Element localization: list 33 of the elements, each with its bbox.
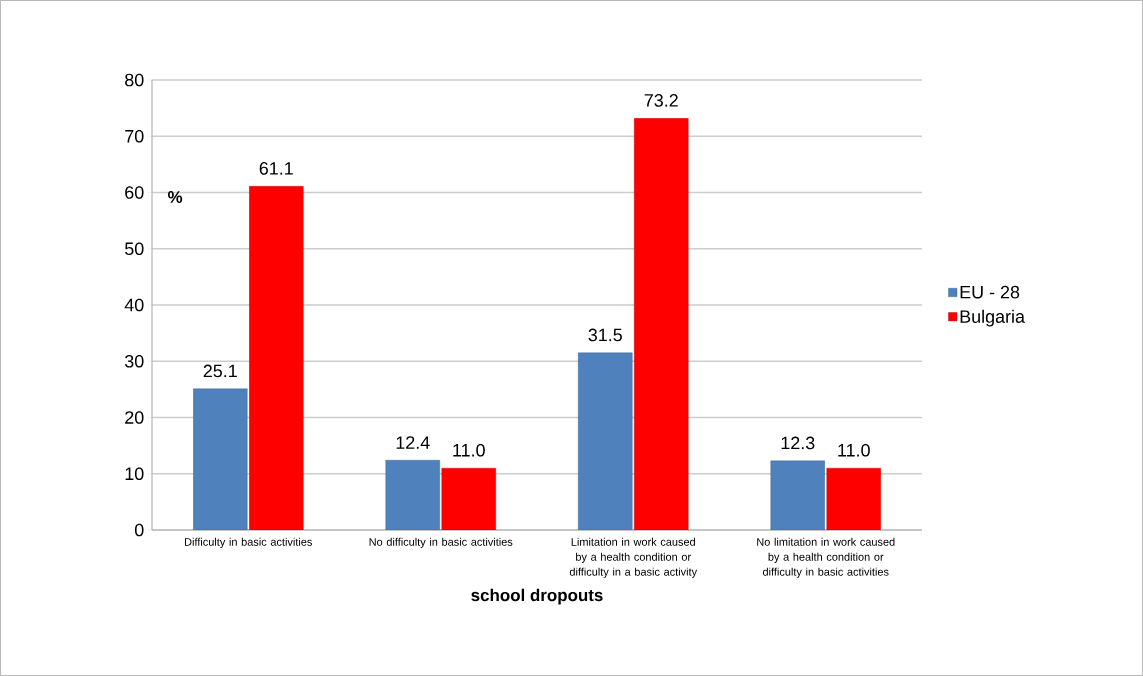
- y-tick-label: 30: [124, 354, 144, 368]
- bar: [441, 467, 496, 530]
- data-label: 12.3: [781, 436, 815, 450]
- x-tick-label: No difficulty in basic activities: [369, 537, 513, 548]
- data-label: 73.2: [644, 94, 678, 107]
- y-axis-title: %: [167, 191, 183, 203]
- data-label: 31.5: [588, 328, 622, 342]
- bar: [193, 388, 248, 530]
- data-label: 25.1: [203, 364, 237, 378]
- y-tick-label: 20: [125, 411, 144, 424]
- data-label: 11.0: [838, 443, 870, 457]
- x-tick-label: Difficulty in basic activities: [185, 537, 312, 548]
- x-tick-label: No limitation in work caused by a health condition or difficulty in basic activities: [757, 537, 895, 578]
- data-label: 11.0: [453, 443, 485, 457]
- bar: [578, 352, 633, 530]
- y-tick-label: 80: [125, 73, 144, 87]
- x-tick-label: Limitation in work caused by a health condition or difficulty in a basic activity: [569, 537, 698, 578]
- bar: [385, 460, 440, 530]
- y-tick-label: 50: [125, 242, 144, 256]
- data-label: 61.1: [259, 162, 293, 175]
- bar: [770, 460, 825, 530]
- data-label: 12.4: [396, 436, 430, 449]
- y-tick-label: 70: [125, 129, 144, 143]
- bar: [826, 467, 881, 530]
- bar: [249, 186, 304, 530]
- y-tick-label: 40: [124, 298, 144, 312]
- y-tick-label: 10: [125, 467, 144, 481]
- legend-label: Bulgaria: [960, 309, 1025, 327]
- y-tick-label: 0: [134, 523, 144, 537]
- bar: [634, 118, 689, 530]
- y-tick-label: 60: [125, 186, 144, 199]
- legend-label: EU - 28: [960, 285, 1020, 299]
- x-axis-title: school dropouts: [471, 588, 603, 605]
